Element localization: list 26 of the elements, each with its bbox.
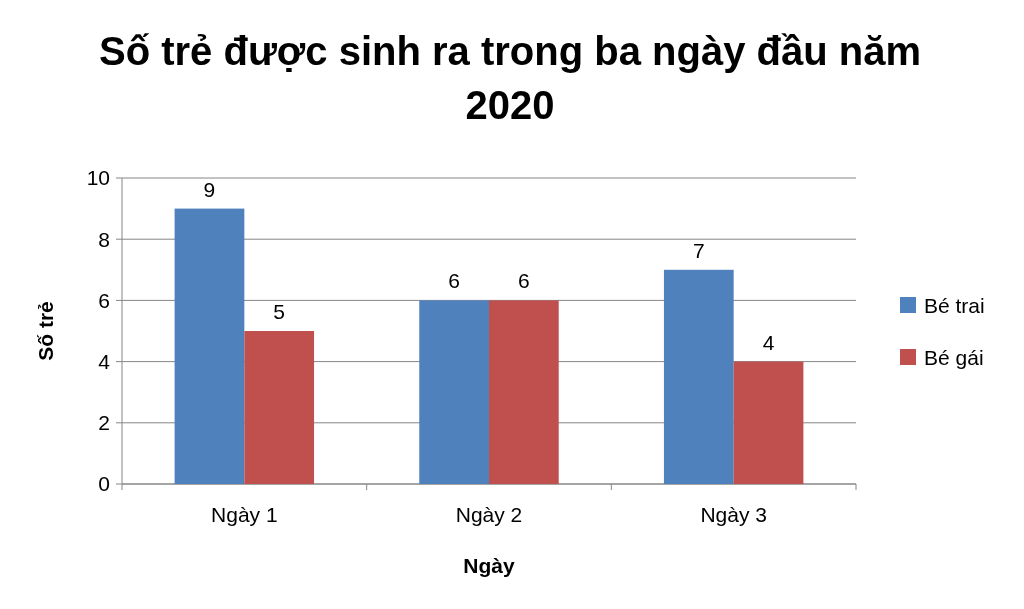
x-tick-label: Ngày 2 bbox=[455, 503, 523, 526]
bar bbox=[174, 208, 245, 484]
data-label: 5 bbox=[273, 300, 286, 323]
bar bbox=[419, 300, 489, 484]
data-label: 6 bbox=[518, 269, 530, 293]
y-tick-label: 2 bbox=[98, 411, 110, 435]
y-tick-label: 10 bbox=[86, 166, 110, 190]
bar bbox=[663, 269, 734, 484]
x-tick-label: Ngày 1 bbox=[211, 503, 278, 526]
x-tick-label: Ngày 3 bbox=[700, 503, 767, 526]
data-label: 9 bbox=[203, 177, 216, 201]
data-label: 4 bbox=[762, 330, 775, 354]
legend-label: Bé gái bbox=[924, 346, 984, 370]
chart-title: Số trẻ được sinh ra trong ba ngày đầu năm 2020 bbox=[99, 29, 921, 127]
bar bbox=[244, 331, 315, 484]
legend-label: Bé trai bbox=[924, 294, 985, 318]
data-label: 6 bbox=[448, 269, 460, 293]
y-tick-label: 0 bbox=[98, 472, 110, 496]
y-tick-label: 4 bbox=[98, 349, 111, 373]
bar bbox=[733, 361, 804, 484]
y-axis-title: Số trẻ bbox=[34, 301, 57, 361]
data-label: 7 bbox=[692, 238, 705, 262]
y-tick-label: 8 bbox=[98, 227, 110, 251]
y-tick-label: 6 bbox=[98, 288, 110, 312]
x-axis-title: Ngày bbox=[463, 554, 515, 577]
bar bbox=[489, 300, 559, 484]
